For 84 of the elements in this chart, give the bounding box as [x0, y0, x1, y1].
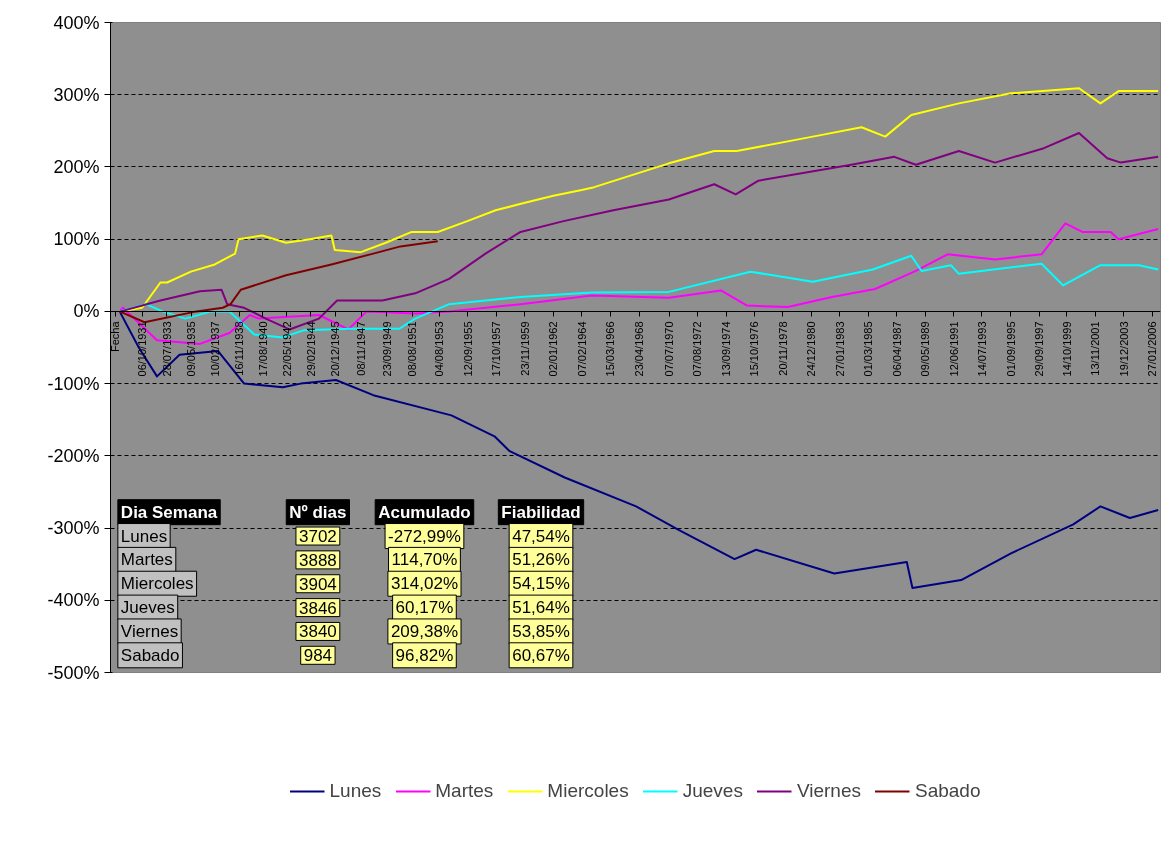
annotation: 47,54% [512, 526, 570, 546]
annotation: 3840 [298, 622, 337, 642]
y-tick-label: 100% [53, 229, 100, 250]
annotation: 3888 [298, 550, 337, 570]
x-tick-label: 23/11/1959 [518, 321, 531, 376]
x-tick-label: 27/01/1983 [833, 321, 846, 377]
x-tick-label: 20/12/1945 [329, 321, 342, 377]
x-tick-label: 13/09/1974 [720, 321, 732, 377]
annotation: 984 [303, 646, 333, 666]
annotation: 3702 [298, 527, 337, 547]
x-tick-label: 06/10/1931 [136, 321, 149, 377]
x-tick-label: 29/09/1997 [1033, 321, 1046, 377]
legend-label: Sabado [914, 779, 981, 802]
annotation: 53,85% [512, 621, 570, 641]
x-tick-label: 14/07/1993 [975, 321, 988, 377]
x-tick-label: 27/01/2006 [1146, 321, 1159, 377]
annotation: 51,26% [512, 550, 570, 570]
legend-label: Lunes [329, 779, 382, 802]
x-tick-label: 06/04/1987 [890, 321, 903, 377]
x-tick-label: 12/06/1991 [947, 321, 960, 377]
legend-label: Viernes [796, 779, 861, 802]
annotation: Dia Semana [120, 502, 218, 522]
x-tick-label: 23/09/1949 [380, 321, 393, 377]
annotation: Miercoles [120, 574, 194, 594]
x-tick-label: 07/02/1964 [575, 321, 588, 377]
x-tick-label: 15/03/1966 [604, 321, 617, 377]
annotation: 3846 [298, 598, 337, 618]
annotation: 51,64% [512, 598, 570, 618]
x-tick-label: 22/05/1942 [280, 321, 293, 377]
annotation: -272,99% [388, 526, 461, 546]
annotation: 314,02% [390, 574, 459, 594]
annotation: Fiabilidad [501, 502, 581, 522]
y-tick-label: 200% [53, 156, 100, 177]
y-tick-label: -200% [47, 445, 100, 466]
x-tick-label: 20/11/1978 [776, 321, 789, 376]
annotation: 3904 [298, 574, 337, 594]
annotation: 114,70% [391, 550, 458, 570]
y-tick-label: -400% [47, 590, 100, 611]
x-tick-label: 28/07/1933 [160, 321, 173, 377]
x-tick-label: 08/08/1951 [406, 321, 419, 377]
x-tick-label: 10/02/1937 [209, 321, 222, 377]
y-tick-label: 0% [73, 301, 100, 322]
x-tick-label: 04/08/1953 [433, 321, 446, 377]
annotation: 60,17% [395, 598, 454, 618]
annotation: 60,67% [512, 645, 570, 665]
x-tick-label: 01/03/1985 [862, 321, 875, 377]
annotation: Nº dias [289, 502, 347, 522]
x-tick-label: 29/02/1944 [304, 321, 317, 377]
annotation: Martes [120, 550, 173, 570]
legend-label: Miercoles [547, 779, 629, 802]
x-tick-label: 16/11/1938 [233, 321, 246, 376]
line-series [118, 310, 1160, 589]
annotation: 54,15% [512, 574, 570, 594]
y-tick-label: 300% [53, 84, 100, 105]
x-tick-label: 24/12/1980 [805, 321, 818, 377]
x-tick-label: 12/09/1955 [461, 321, 474, 377]
annotation: Viernes [120, 621, 179, 641]
x-tick-label: 19/12/2003 [1117, 321, 1130, 377]
legend-label: Martes [435, 779, 494, 802]
annotation: 209,38% [390, 621, 459, 641]
x-tick-label: 13/11/2001 [1089, 321, 1102, 376]
annotation: Lunes [120, 526, 168, 546]
y-tick-label: -100% [47, 373, 100, 394]
x-tick-label: 08/11/1947 [355, 321, 368, 376]
x-tick-label: 17/08/1940 [256, 321, 269, 377]
annotation: Sabado [120, 645, 180, 665]
x-tick-label: 17/10/1957 [490, 321, 503, 377]
x-tick-label: 14/10/1999 [1060, 321, 1073, 377]
x-tick-label: 02/01/1962 [547, 321, 560, 377]
annotation: Jueves [120, 598, 175, 618]
annotation: Acumulado [378, 502, 471, 522]
x-tick-label: 15/10/1976 [748, 321, 761, 377]
x-tick-label: 07/08/1972 [691, 321, 704, 377]
annotation: 96,82% [395, 645, 454, 665]
x-tick-label: 01/09/1995 [1004, 321, 1017, 377]
x-tick-label: 23/04/1968 [633, 321, 646, 377]
legend-label: Jueves [682, 779, 743, 802]
y-tick-label: -300% [47, 518, 100, 539]
x-tick-label: Fecha [109, 320, 122, 352]
y-tick-label: -500% [47, 662, 100, 683]
x-tick-label: 09/05/1989 [919, 321, 932, 377]
x-tick-label: 09/05/1935 [185, 321, 198, 377]
y-tick-label: 400% [53, 12, 100, 33]
x-tick-label: 07/07/1970 [663, 321, 676, 377]
